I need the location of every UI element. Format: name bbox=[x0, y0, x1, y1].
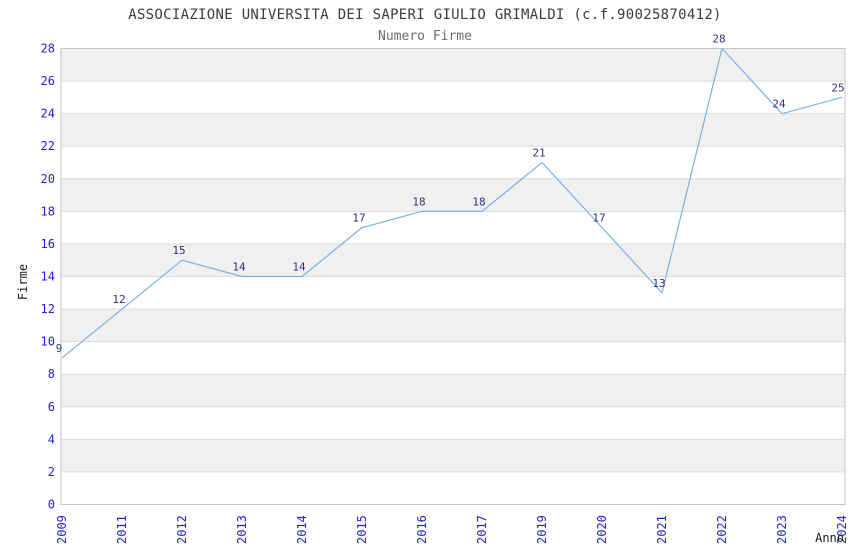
y-tick-label: 18 bbox=[41, 204, 55, 218]
y-tick-label: 14 bbox=[41, 270, 55, 284]
data-point-label: 14 bbox=[232, 261, 246, 274]
data-point-label: 9 bbox=[56, 342, 63, 355]
x-tick-label: 2023 bbox=[775, 515, 789, 544]
point-label-layer: 9 12 15 14 14 17 18 18 21 17 13 28 24 25 bbox=[56, 33, 845, 355]
y-tick-label: 28 bbox=[41, 42, 55, 56]
x-tick-label: 2022 bbox=[715, 515, 729, 544]
data-point-label: 15 bbox=[172, 244, 185, 257]
y-tick-label: 0 bbox=[48, 498, 55, 512]
y-tick-label: 26 bbox=[41, 74, 55, 88]
data-point-label: 24 bbox=[772, 98, 786, 111]
data-point-label: 21 bbox=[532, 147, 545, 160]
x-tick-label: 2024 bbox=[835, 515, 849, 544]
x-tick-label: 2015 bbox=[355, 515, 369, 544]
x-tick-label: 2016 bbox=[415, 515, 429, 544]
plot-band bbox=[61, 309, 845, 342]
y-tick-label: 4 bbox=[48, 432, 55, 446]
y-tick-label: 22 bbox=[41, 139, 55, 153]
y-tick-label: 10 bbox=[41, 335, 55, 349]
data-point-label: 17 bbox=[592, 212, 605, 225]
x-tick-label: 2012 bbox=[175, 515, 189, 544]
x-axis-title: Anno bbox=[815, 531, 844, 545]
y-tick-label: 8 bbox=[48, 367, 55, 381]
plot-band bbox=[61, 374, 845, 407]
x-tick-label: 2020 bbox=[595, 515, 609, 544]
x-tick-label: 2014 bbox=[295, 515, 309, 544]
data-point-label: 28 bbox=[712, 33, 725, 46]
series-line bbox=[61, 47, 843, 359]
y-axis-title: Firme bbox=[16, 264, 30, 300]
data-point-label: 13 bbox=[652, 277, 665, 290]
data-point-label: 18 bbox=[472, 195, 485, 208]
x-tick-label: 2011 bbox=[115, 515, 129, 544]
y-tick-label: 2 bbox=[48, 465, 55, 479]
x-tick-label: 2013 bbox=[235, 515, 249, 544]
data-point-label: 25 bbox=[831, 81, 844, 94]
plot-band bbox=[61, 243, 845, 277]
x-tick-label: 2009 bbox=[55, 515, 69, 544]
y-tick-label: 6 bbox=[48, 400, 55, 414]
data-point-label: 17 bbox=[352, 212, 365, 225]
plot-band bbox=[61, 113, 845, 147]
plot-band bbox=[61, 48, 845, 82]
x-tick-label: 2019 bbox=[535, 515, 549, 544]
series-layer bbox=[61, 47, 843, 359]
x-tick-label: 2017 bbox=[475, 515, 489, 544]
y-tick-label: 20 bbox=[41, 172, 55, 186]
data-point-label: 18 bbox=[412, 195, 425, 208]
y-tick-label: 24 bbox=[41, 107, 55, 121]
plot-band-layer bbox=[61, 48, 845, 472]
plot-band bbox=[61, 439, 845, 472]
y-tick-label: 12 bbox=[41, 302, 55, 316]
y-tick-label: 16 bbox=[41, 237, 55, 251]
data-point-label: 14 bbox=[292, 261, 306, 274]
chart-subtitle: Numero Firme bbox=[378, 29, 472, 44]
chart-title: ASSOCIAZIONE UNIVERSITA DEI SAPERI GIULI… bbox=[128, 7, 722, 23]
x-tick-label: 2021 bbox=[655, 515, 669, 544]
plot-area-border bbox=[60, 48, 846, 505]
x-tick-label-layer: 2009 2011 2012 2013 2014 2015 2016 2017 2019 2020… bbox=[55, 515, 849, 544]
plot-band bbox=[61, 178, 845, 212]
data-point-label: 12 bbox=[112, 293, 125, 306]
